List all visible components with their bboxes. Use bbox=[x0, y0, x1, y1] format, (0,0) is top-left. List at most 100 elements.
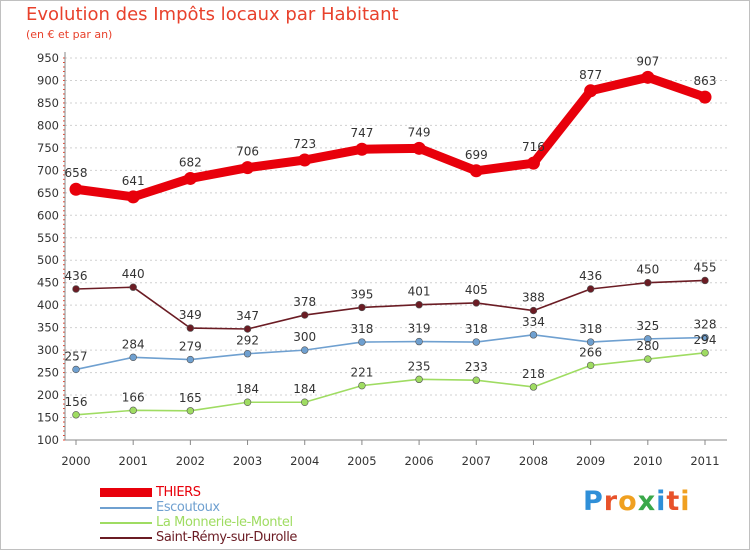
logo-letter: t bbox=[666, 486, 681, 517]
legend-swatch bbox=[100, 506, 152, 509]
data-label: 682 bbox=[179, 155, 202, 169]
data-label: 863 bbox=[694, 74, 717, 88]
data-point bbox=[415, 301, 423, 309]
data-label: 184 bbox=[293, 382, 316, 396]
y-tick-label: 750 bbox=[37, 141, 59, 155]
data-label: 184 bbox=[236, 382, 259, 396]
data-label: 716 bbox=[522, 140, 545, 154]
data-point bbox=[69, 182, 83, 196]
y-tick-label: 150 bbox=[37, 411, 59, 425]
data-point bbox=[126, 190, 140, 204]
legend-item-thiers: THIERS bbox=[100, 485, 297, 500]
data-label: 319 bbox=[408, 322, 431, 336]
data-point bbox=[301, 398, 309, 406]
data-label: 723 bbox=[293, 137, 316, 151]
data-label: 388 bbox=[522, 291, 545, 305]
data-point bbox=[183, 171, 197, 185]
data-label: 300 bbox=[293, 330, 316, 344]
data-point bbox=[586, 361, 595, 370]
data-label: 294 bbox=[694, 333, 717, 347]
data-label: 257 bbox=[65, 349, 88, 363]
data-label: 279 bbox=[179, 340, 202, 354]
x-tick-label: 2007 bbox=[462, 454, 491, 468]
y-tick-label: 650 bbox=[37, 186, 59, 200]
series-line-saint-r-my-sur-durolle bbox=[75, 279, 706, 330]
data-label: 877 bbox=[579, 68, 602, 82]
data-point bbox=[701, 333, 709, 342]
series-line-escoutoux bbox=[75, 334, 706, 371]
data-point bbox=[644, 335, 652, 343]
y-tick-label: 450 bbox=[37, 276, 59, 290]
x-tick-label: 2010 bbox=[633, 454, 662, 468]
y-tick-label: 800 bbox=[37, 118, 59, 132]
legend-swatch bbox=[100, 536, 152, 539]
proxiti-logo: Proxiti bbox=[583, 486, 691, 517]
data-point bbox=[243, 325, 252, 333]
data-label: 395 bbox=[350, 287, 373, 301]
y-tick-label: 200 bbox=[37, 388, 59, 402]
x-tick-label: 2008 bbox=[519, 454, 548, 468]
data-point bbox=[358, 338, 366, 346]
data-point bbox=[701, 276, 709, 285]
data-label: 328 bbox=[694, 318, 717, 332]
x-tick-label: 2003 bbox=[233, 454, 262, 468]
data-point bbox=[412, 141, 426, 155]
chart-legend: THIERS Escoutoux La Monnerie-le-Montel S… bbox=[100, 485, 297, 545]
data-point bbox=[241, 161, 255, 175]
legend-item-la-monnerie: La Monnerie-le-Montel bbox=[100, 515, 297, 530]
data-point bbox=[644, 279, 652, 287]
data-label: 401 bbox=[408, 285, 431, 299]
data-label: 318 bbox=[465, 322, 488, 336]
data-point bbox=[186, 324, 195, 332]
data-point bbox=[129, 353, 137, 362]
data-label: 235 bbox=[408, 359, 431, 373]
legend-item-saint-remy: Saint-Rémy-sur-Durolle bbox=[100, 530, 297, 545]
data-label: 284 bbox=[122, 337, 145, 351]
data-label: 455 bbox=[694, 260, 717, 274]
data-point bbox=[472, 376, 480, 384]
data-point bbox=[243, 350, 252, 358]
data-point bbox=[701, 349, 709, 357]
y-tick-label: 700 bbox=[37, 163, 59, 177]
data-label: 749 bbox=[408, 125, 431, 139]
y-tick-label: 300 bbox=[37, 343, 59, 357]
y-tick-label: 600 bbox=[37, 208, 59, 222]
x-tick-label: 2001 bbox=[119, 454, 148, 468]
legend-label: La Monnerie-le-Montel bbox=[156, 515, 293, 530]
data-point bbox=[358, 381, 366, 390]
data-point bbox=[472, 338, 480, 346]
data-label: 907 bbox=[636, 54, 659, 68]
legend-label: THIERS bbox=[156, 485, 201, 500]
data-label: 747 bbox=[350, 126, 373, 140]
data-point bbox=[301, 346, 309, 354]
y-tick-label: 250 bbox=[37, 366, 59, 380]
y-tick-label: 100 bbox=[37, 433, 59, 447]
data-label: 166 bbox=[122, 390, 145, 404]
data-label: 165 bbox=[179, 391, 202, 405]
series-line-thiers bbox=[71, 72, 710, 202]
data-label: 318 bbox=[579, 322, 602, 336]
y-tick-label: 950 bbox=[37, 51, 59, 65]
data-label: 450 bbox=[636, 263, 659, 277]
data-point bbox=[472, 299, 480, 307]
logo-letter: o bbox=[618, 486, 638, 517]
data-label: 292 bbox=[236, 334, 259, 348]
data-point bbox=[72, 285, 80, 293]
data-label: 699 bbox=[465, 148, 488, 162]
data-point bbox=[586, 338, 595, 346]
data-label: 658 bbox=[65, 166, 88, 180]
data-point bbox=[529, 383, 538, 391]
logo-letter: P bbox=[583, 486, 604, 517]
data-label: 334 bbox=[522, 315, 545, 329]
data-label: 347 bbox=[236, 309, 259, 323]
data-point bbox=[586, 285, 595, 293]
data-point bbox=[526, 156, 540, 170]
x-tick-label: 2004 bbox=[290, 454, 319, 468]
data-label: 349 bbox=[179, 308, 202, 322]
y-tick-label: 550 bbox=[37, 231, 59, 245]
x-tick-label: 2005 bbox=[347, 454, 376, 468]
series-line-la-monnerie-le-montel bbox=[75, 352, 706, 416]
data-point bbox=[584, 84, 598, 98]
x-tick-label: 2006 bbox=[404, 454, 433, 468]
